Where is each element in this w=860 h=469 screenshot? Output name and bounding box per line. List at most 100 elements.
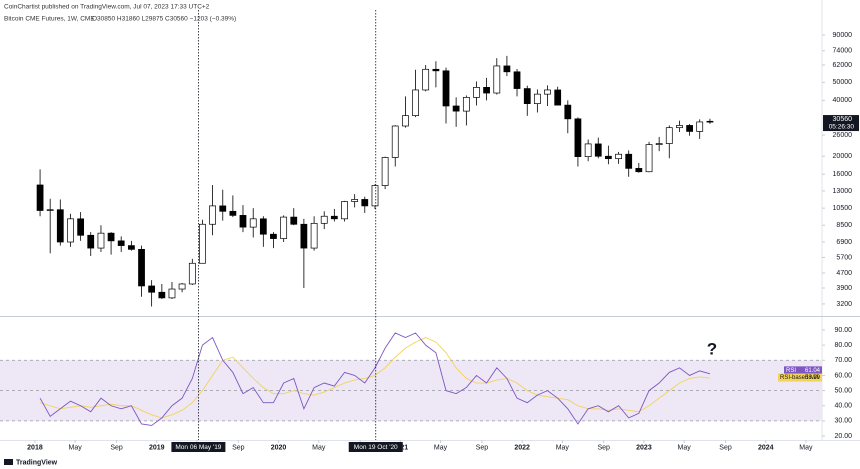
candle-body bbox=[209, 205, 216, 225]
candle-body bbox=[46, 209, 54, 211]
candle-body bbox=[422, 68, 430, 91]
candle-body bbox=[706, 120, 714, 123]
x-tick-label: Sep bbox=[110, 444, 123, 451]
candle-body bbox=[483, 87, 490, 94]
candle-body bbox=[503, 65, 511, 73]
last-price: 30560 bbox=[833, 116, 853, 123]
symbol-title: Bitcoin CME Futures, 1W, CME bbox=[4, 16, 95, 23]
x-tick-label: May bbox=[556, 444, 570, 451]
logo-text: TradingView bbox=[16, 459, 58, 466]
candle-body bbox=[300, 223, 308, 249]
candle-body bbox=[219, 205, 227, 212]
candle-body bbox=[391, 125, 399, 158]
x-tick-label: May bbox=[312, 444, 326, 451]
candle-body bbox=[686, 125, 693, 132]
legend-value: 58.29 bbox=[805, 375, 821, 381]
logo-mark bbox=[4, 459, 13, 465]
y-tick-label: 80.00 bbox=[834, 342, 852, 349]
x-tick-label: Sep bbox=[476, 444, 489, 451]
candle-body bbox=[178, 283, 186, 290]
marker-label: Mon 19 Oct '20 bbox=[354, 444, 398, 451]
candle-body bbox=[77, 218, 85, 236]
y-tick-label: 50000 bbox=[833, 79, 853, 86]
series-line bbox=[39, 337, 710, 419]
candle-body bbox=[635, 168, 643, 173]
candle-body bbox=[270, 233, 277, 239]
x-tick-label: 2022 bbox=[514, 444, 530, 451]
candle-body bbox=[655, 143, 663, 145]
candle-body bbox=[462, 97, 470, 112]
y-tick-label: 13000 bbox=[833, 188, 853, 195]
candle-body bbox=[554, 89, 562, 106]
candle-body bbox=[188, 262, 196, 285]
candle-body bbox=[87, 234, 95, 249]
candle-body bbox=[239, 215, 247, 228]
last-value-box bbox=[784, 366, 822, 375]
x-tick-label: May bbox=[434, 444, 448, 451]
y-tick-label: 26000 bbox=[833, 132, 853, 139]
candle-body bbox=[493, 65, 501, 94]
candle-body bbox=[615, 153, 622, 160]
logo: TradingView bbox=[4, 459, 58, 466]
y-tick-label: 16000 bbox=[833, 171, 853, 178]
y-tick-label: 3900 bbox=[836, 285, 852, 292]
legend-value: 61.04 bbox=[805, 368, 821, 374]
candle-body bbox=[36, 184, 44, 211]
candle-body bbox=[56, 209, 64, 243]
candle-body bbox=[625, 153, 633, 169]
candle-body bbox=[574, 118, 582, 157]
y-tick-label: 70.00 bbox=[834, 357, 852, 364]
marker-label-box bbox=[171, 442, 226, 452]
candle-body bbox=[290, 216, 298, 225]
candle-body bbox=[544, 89, 551, 95]
candle-body bbox=[67, 218, 74, 243]
candle-body bbox=[320, 215, 328, 224]
candle-body bbox=[330, 215, 338, 220]
candle-body bbox=[513, 71, 521, 89]
candle-body bbox=[107, 232, 115, 242]
candle-body bbox=[432, 68, 440, 72]
candle-body bbox=[645, 144, 653, 173]
x-tick-label: 2024 bbox=[758, 444, 774, 451]
y-tick-label: 74000 bbox=[833, 48, 853, 55]
candle-body bbox=[381, 157, 389, 186]
last-price-box bbox=[823, 115, 859, 132]
x-tick-label: May bbox=[678, 444, 692, 451]
candle-body bbox=[310, 222, 318, 249]
countdown: 05:26:30 bbox=[829, 123, 855, 130]
y-tick-label: 60.00 bbox=[834, 372, 852, 379]
candle-body bbox=[361, 199, 369, 207]
candle-body bbox=[259, 218, 267, 235]
candle-body bbox=[696, 121, 704, 132]
candle-body bbox=[117, 240, 125, 246]
y-tick-label: 5700 bbox=[836, 254, 852, 261]
series-line bbox=[39, 332, 711, 426]
candle-body bbox=[533, 93, 541, 104]
candle-body bbox=[97, 232, 105, 249]
ohlc-readout: O30850 H31860 L29875 C30560 −1203 (−0.39… bbox=[92, 16, 236, 23]
candle-body bbox=[594, 143, 602, 157]
candle-body bbox=[351, 199, 359, 202]
y-tick-label: 8500 bbox=[836, 222, 852, 229]
candle-body bbox=[402, 115, 409, 127]
candle-body bbox=[523, 88, 531, 104]
y-tick-label: 20.00 bbox=[834, 433, 852, 440]
x-tick-label: Sep bbox=[719, 444, 732, 451]
x-tick-label: Sep bbox=[232, 444, 245, 451]
candle-body bbox=[199, 223, 206, 264]
candle-body bbox=[442, 70, 450, 107]
candle-body bbox=[676, 125, 683, 129]
candle-body bbox=[604, 155, 612, 160]
y-tick-label: 4700 bbox=[836, 270, 852, 277]
y-tick-label: 3200 bbox=[836, 301, 852, 308]
candle-body bbox=[584, 143, 592, 157]
x-tick-label: 2020 bbox=[271, 444, 287, 451]
annotation: ? bbox=[707, 339, 717, 358]
y-tick-label: 40.00 bbox=[834, 403, 852, 410]
candle-body bbox=[168, 288, 176, 299]
y-tick-label: 40000 bbox=[833, 97, 853, 104]
candle-body bbox=[138, 248, 145, 287]
x-tick-label: 2018 bbox=[27, 444, 43, 451]
